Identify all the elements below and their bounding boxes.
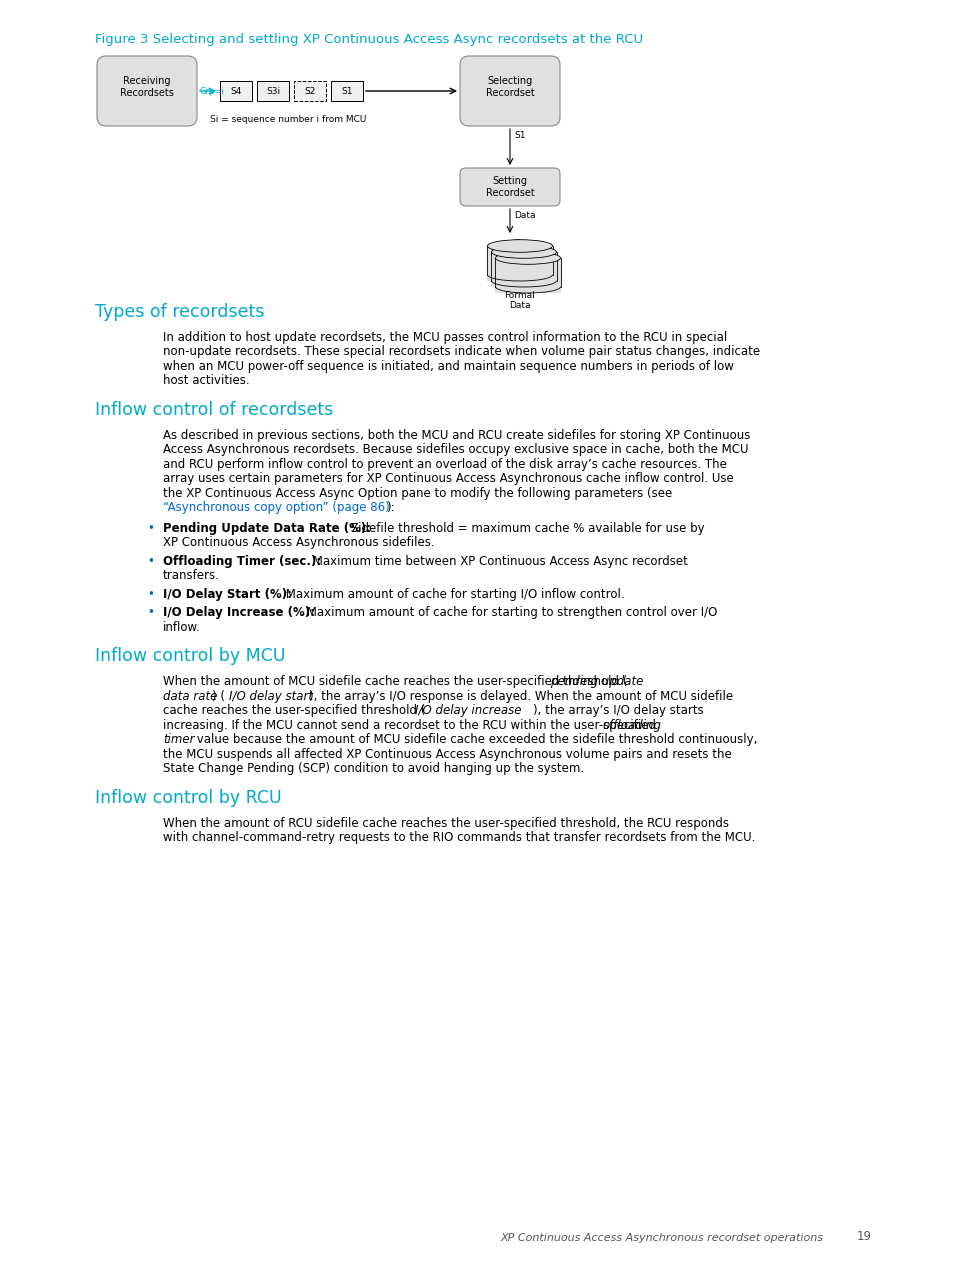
Text: Selecting
Recordset: Selecting Recordset [485, 76, 534, 98]
Text: timer: timer [163, 733, 194, 746]
Text: Inflow control by RCU: Inflow control by RCU [95, 789, 281, 807]
Bar [331, 81, 363, 100]
Text: S2: S2 [304, 86, 315, 95]
Text: the MCU suspends all affected XP Continuous Access Asynchronous volume pairs and: the MCU suspends all affected XP Continu… [163, 749, 731, 761]
Text: Access Asynchronous recordsets. Because sidefiles occupy exclusive space in cach: Access Asynchronous recordsets. Because … [163, 444, 748, 456]
Text: array uses certain parameters for XP Continuous Access Asynchronous cache inflow: array uses certain parameters for XP Con… [163, 473, 733, 486]
Text: I/O Delay Start (%):: I/O Delay Start (%): [163, 588, 292, 601]
Text: I/O Delay Increase (%):: I/O Delay Increase (%): [163, 606, 314, 619]
Text: I/O delay start: I/O delay start [229, 690, 313, 703]
Text: •: • [147, 522, 153, 535]
Text: Pending Update Data Rate (%):: Pending Update Data Rate (%): [163, 522, 371, 535]
Text: Receiving
Recordsets: Receiving Recordsets [120, 76, 173, 98]
Ellipse shape [495, 252, 560, 264]
Text: •: • [147, 555, 153, 568]
Text: XP Continuous Access Asynchronous recordset operations: XP Continuous Access Asynchronous record… [499, 1233, 822, 1243]
Text: Grp=i: Grp=i [199, 86, 224, 95]
Text: cache reaches the user-specified threshold (: cache reaches the user-specified thresho… [163, 704, 425, 718]
Text: pending update: pending update [550, 675, 642, 689]
FancyBboxPatch shape [459, 168, 559, 206]
Text: ):: ): [386, 502, 395, 515]
Bar [487, 247, 552, 281]
Text: Maximum amount of cache for starting I/O inflow control.: Maximum amount of cache for starting I/O… [282, 588, 624, 601]
Text: Grp=n: Grp=n [514, 239, 543, 248]
Text: data rate: data rate [163, 690, 217, 703]
Text: When the amount of RCU sidefile cache reaches the user-specified threshold, the : When the amount of RCU sidefile cache re… [163, 817, 728, 830]
FancyBboxPatch shape [459, 56, 559, 126]
Text: S3i: S3i [266, 86, 280, 95]
Bar [294, 81, 326, 100]
Text: S4: S4 [230, 86, 241, 95]
Text: the XP Continuous Access Async Option pane to modify the following parameters (s: the XP Continuous Access Async Option pa… [163, 487, 672, 500]
Text: “Asynchronous copy option” (page 86): “Asynchronous copy option” (page 86) [163, 502, 390, 515]
Text: transfers.: transfers. [163, 569, 219, 582]
Bar [220, 81, 252, 100]
Text: Sidefile threshold = maximum cache % available for use by: Sidefile threshold = maximum cache % ava… [347, 522, 704, 535]
Text: non-update recordsets. These special recordsets indicate when volume pair status: non-update recordsets. These special rec… [163, 346, 760, 358]
Text: Maximum amount of cache for starting to strengthen control over I/O: Maximum amount of cache for starting to … [303, 606, 717, 619]
Text: XP Continuous Access Asynchronous sidefiles.: XP Continuous Access Asynchronous sidefi… [163, 536, 435, 549]
Text: Offloading Timer (sec.):: Offloading Timer (sec.): [163, 555, 321, 568]
Text: Si = sequence number i from MCU: Si = sequence number i from MCU [210, 114, 366, 125]
Text: 19: 19 [856, 1230, 871, 1243]
Text: State Change Pending (SCP) condition to avoid hanging up the system.: State Change Pending (SCP) condition to … [163, 763, 583, 775]
Text: Figure 3 Selecting and settling XP Continuous Access Async recordsets at the RCU: Figure 3 Selecting and settling XP Conti… [95, 33, 642, 46]
Text: •: • [147, 606, 153, 619]
Text: S1: S1 [341, 86, 353, 95]
Text: ), the array’s I/O delay starts: ), the array’s I/O delay starts [533, 704, 703, 718]
Text: ) (: ) ( [213, 690, 225, 703]
Text: I/O delay increase: I/O delay increase [415, 704, 521, 718]
Text: and RCU perform inflow control to prevent an overload of the disk array’s cache : and RCU perform inflow control to preven… [163, 458, 726, 472]
Text: Types of recordsets: Types of recordsets [95, 302, 264, 322]
Text: when an MCU power-off sequence is initiated, and maintain sequence numbers in pe: when an MCU power-off sequence is initia… [163, 360, 733, 372]
Text: host activities.: host activities. [163, 375, 250, 388]
Text: In addition to host update recordsets, the MCU passes control information to the: In addition to host update recordsets, t… [163, 330, 726, 344]
Bar [495, 258, 560, 294]
Text: S1: S1 [514, 131, 525, 140]
Text: Setting
Recordset: Setting Recordset [485, 177, 534, 198]
Text: offloading: offloading [601, 719, 660, 732]
Ellipse shape [491, 245, 556, 258]
Text: inflow.: inflow. [163, 622, 200, 634]
FancyBboxPatch shape [97, 56, 196, 126]
Text: As described in previous sections, both the MCU and RCU create sidefiles for sto: As described in previous sections, both … [163, 430, 750, 442]
Text: •: • [147, 588, 153, 601]
Text: Formal
Data: Formal Data [504, 291, 535, 310]
Text: increasing. If the MCU cannot send a recordset to the RCU within the user-specif: increasing. If the MCU cannot send a rec… [163, 719, 659, 732]
Text: Inflow control of recordsets: Inflow control of recordsets [95, 400, 333, 419]
Text: When the amount of MCU sidefile cache reaches the user-specified threshold (: When the amount of MCU sidefile cache re… [163, 675, 627, 689]
Text: ), the array’s I/O response is delayed. When the amount of MCU sidefile: ), the array’s I/O response is delayed. … [309, 690, 732, 703]
Text: Data: Data [514, 211, 535, 220]
Bar [491, 252, 556, 287]
Text: with channel-command-retry requests to the RIO commands that transfer recordsets: with channel-command-retry requests to t… [163, 831, 755, 844]
Text: Maximum time between XP Continuous Access Async recordset: Maximum time between XP Continuous Acces… [309, 555, 687, 568]
Text: Inflow control by MCU: Inflow control by MCU [95, 647, 285, 666]
Bar [256, 81, 289, 100]
Text: value because the amount of MCU sidefile cache exceeded the sidefile threshold c: value because the amount of MCU sidefile… [193, 733, 757, 746]
Ellipse shape [487, 240, 552, 253]
